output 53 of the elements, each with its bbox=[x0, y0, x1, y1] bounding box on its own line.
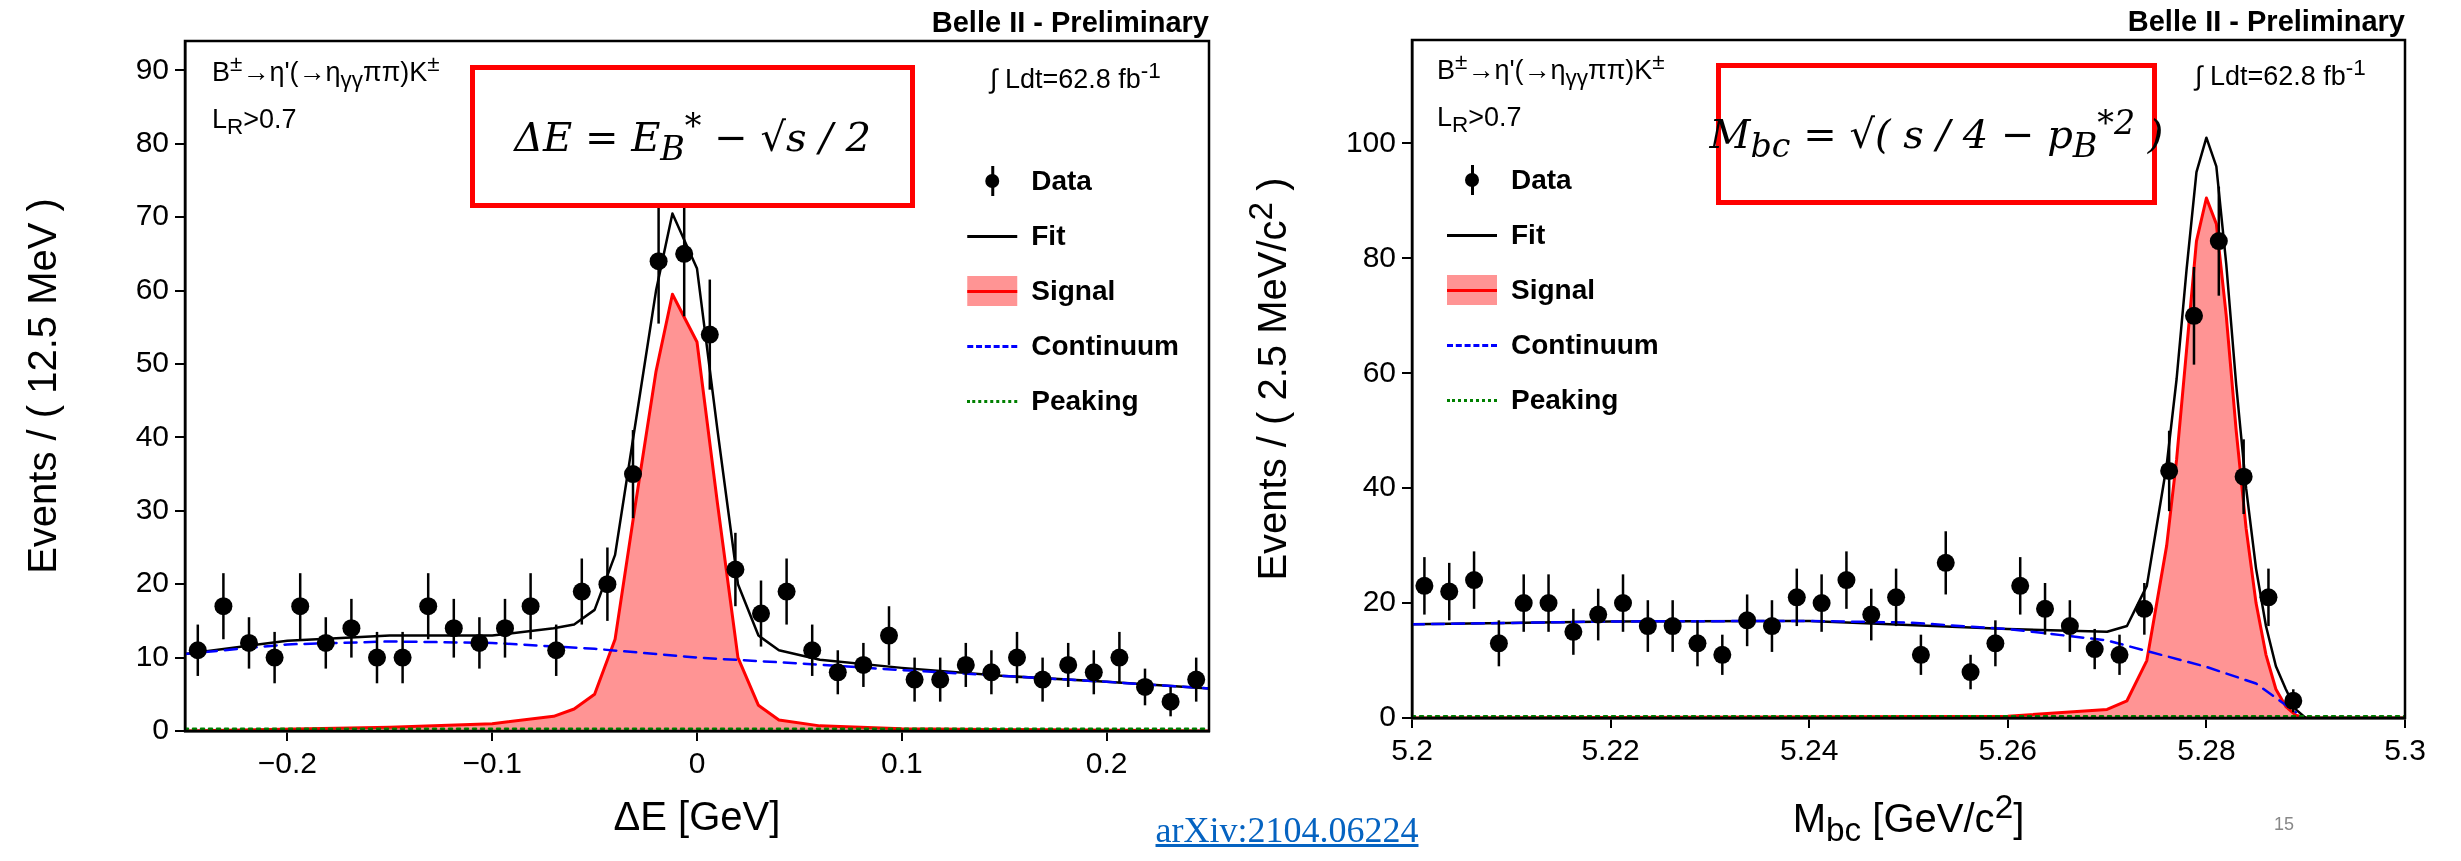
y-tick-label: 100 bbox=[1345, 124, 1396, 158]
line-series bbox=[1412, 619, 2298, 714]
annotation: L$_{R}$>0.7 bbox=[212, 104, 297, 140]
legend-label: Fit bbox=[1031, 219, 1066, 252]
annotation: L$_{R}$>0.7 bbox=[1437, 102, 1522, 138]
x-tick-label: 0.1 bbox=[880, 746, 923, 780]
x-tick-label: −0.2 bbox=[257, 746, 318, 780]
legend-label: Continuum bbox=[1031, 329, 1179, 362]
legend-label: Data bbox=[1511, 163, 1572, 196]
x-tick-label: −0.1 bbox=[462, 746, 522, 780]
x-tick-label: 5.24 bbox=[1780, 733, 1839, 767]
legend-label: Fit bbox=[1511, 218, 1546, 251]
x-tick-label: 0.2 bbox=[1085, 746, 1128, 780]
text: 15 bbox=[2273, 814, 2295, 834]
annotation: ∫ Ldt=62.8 fb$^{-1}$ bbox=[990, 58, 1161, 94]
legend-label: Peaking bbox=[1031, 384, 1139, 417]
x-axis-title: ΔE [GeV] bbox=[613, 794, 781, 838]
legend-label: Signal bbox=[1031, 274, 1116, 307]
y-axis-title: Events / ( 12.5 MeV ) bbox=[20, 198, 64, 574]
y-tick-label: 20 bbox=[1362, 584, 1396, 618]
x-tick-label: 0 bbox=[688, 746, 706, 780]
annotation: B$^{±}$→η'(→η$_{γγ}$ππ)K$^{±}$ bbox=[1437, 49, 1665, 91]
y-tick-label: 90 bbox=[135, 51, 169, 85]
y-tick-label: 80 bbox=[1362, 239, 1396, 273]
legend-label: Signal bbox=[1511, 273, 1596, 306]
y-tick-label: 60 bbox=[1362, 354, 1396, 388]
chart-title: Belle II - Preliminary bbox=[2127, 5, 2405, 37]
annotation: B$^{±}$→η'(→η$_{γγ}$ππ)K$^{±}$ bbox=[212, 51, 440, 93]
x-tick-label: 5.26 bbox=[1978, 733, 2037, 767]
x-tick-label: 5.28 bbox=[2177, 733, 2236, 767]
y-tick-label: 60 bbox=[135, 271, 169, 305]
x-tick-label: 5.2 bbox=[1391, 733, 1433, 767]
y-tick-label: 70 bbox=[135, 198, 169, 232]
y-tick-label: 40 bbox=[1362, 469, 1396, 503]
y-tick-label: 40 bbox=[135, 418, 169, 452]
legend-label: Peaking bbox=[1511, 383, 1619, 416]
legend-label: Continuum bbox=[1511, 328, 1659, 361]
x-tick-label: 5.22 bbox=[1581, 733, 1640, 767]
annotation: ΔE = E$_{B}$$^{*}$ − √s / 2 bbox=[514, 105, 871, 168]
y-tick-label: 0 bbox=[1379, 699, 1396, 733]
legend-label: Data bbox=[1031, 164, 1092, 197]
x-axis-title: M$_{bc}$ [GeV/c$^{2}$] bbox=[1792, 788, 2025, 849]
y-tick-label: 0 bbox=[152, 712, 169, 746]
line-series bbox=[185, 640, 1209, 690]
text: arXiv:2104.06224 bbox=[1155, 810, 1419, 850]
y-tick-label: 10 bbox=[135, 638, 169, 672]
y-tick-label: 80 bbox=[135, 125, 169, 159]
y-tick-label: 20 bbox=[135, 565, 169, 599]
y-tick-label: 50 bbox=[135, 345, 169, 379]
x-tick-label: 5.3 bbox=[2384, 733, 2426, 767]
annotation: ∫ Ldt=62.8 fb$^{-1}$ bbox=[2195, 55, 2366, 91]
y-tick-label: 30 bbox=[135, 492, 169, 526]
chart-title: Belle II - Preliminary bbox=[931, 6, 1209, 38]
